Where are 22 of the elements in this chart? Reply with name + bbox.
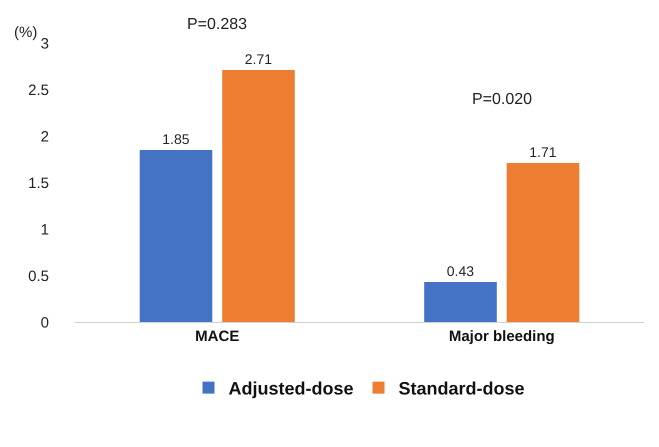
legend-label: Standard-dose <box>398 378 525 399</box>
y-tick-label: 1.5 <box>28 174 49 192</box>
y-tick-label: 0.5 <box>28 268 49 285</box>
y-tick-label: 2 <box>40 128 49 146</box>
bar <box>424 282 497 322</box>
y-tick-label: 1 <box>40 221 49 238</box>
y-axis-title: (%) <box>14 24 38 41</box>
data-label: 0.43 <box>446 263 474 280</box>
bar <box>140 150 212 322</box>
annotation: P=0.020 <box>472 91 532 108</box>
data-label: 1.85 <box>162 130 190 147</box>
text: P=0.283 <box>187 16 248 33</box>
x-tick-label: Major bleeding <box>448 328 555 345</box>
bar <box>506 162 580 322</box>
data-label: 1.71 <box>529 144 557 160</box>
y-tick-label: 2.5 <box>28 82 49 99</box>
x-tick-label: MACE <box>195 328 240 345</box>
y-tick-label: 0 <box>40 314 49 332</box>
legend-label: Adjusted-dose <box>228 378 354 399</box>
data-label: 2.71 <box>244 50 272 67</box>
bar <box>222 70 295 322</box>
y-tick-label: 3 <box>40 35 49 52</box>
